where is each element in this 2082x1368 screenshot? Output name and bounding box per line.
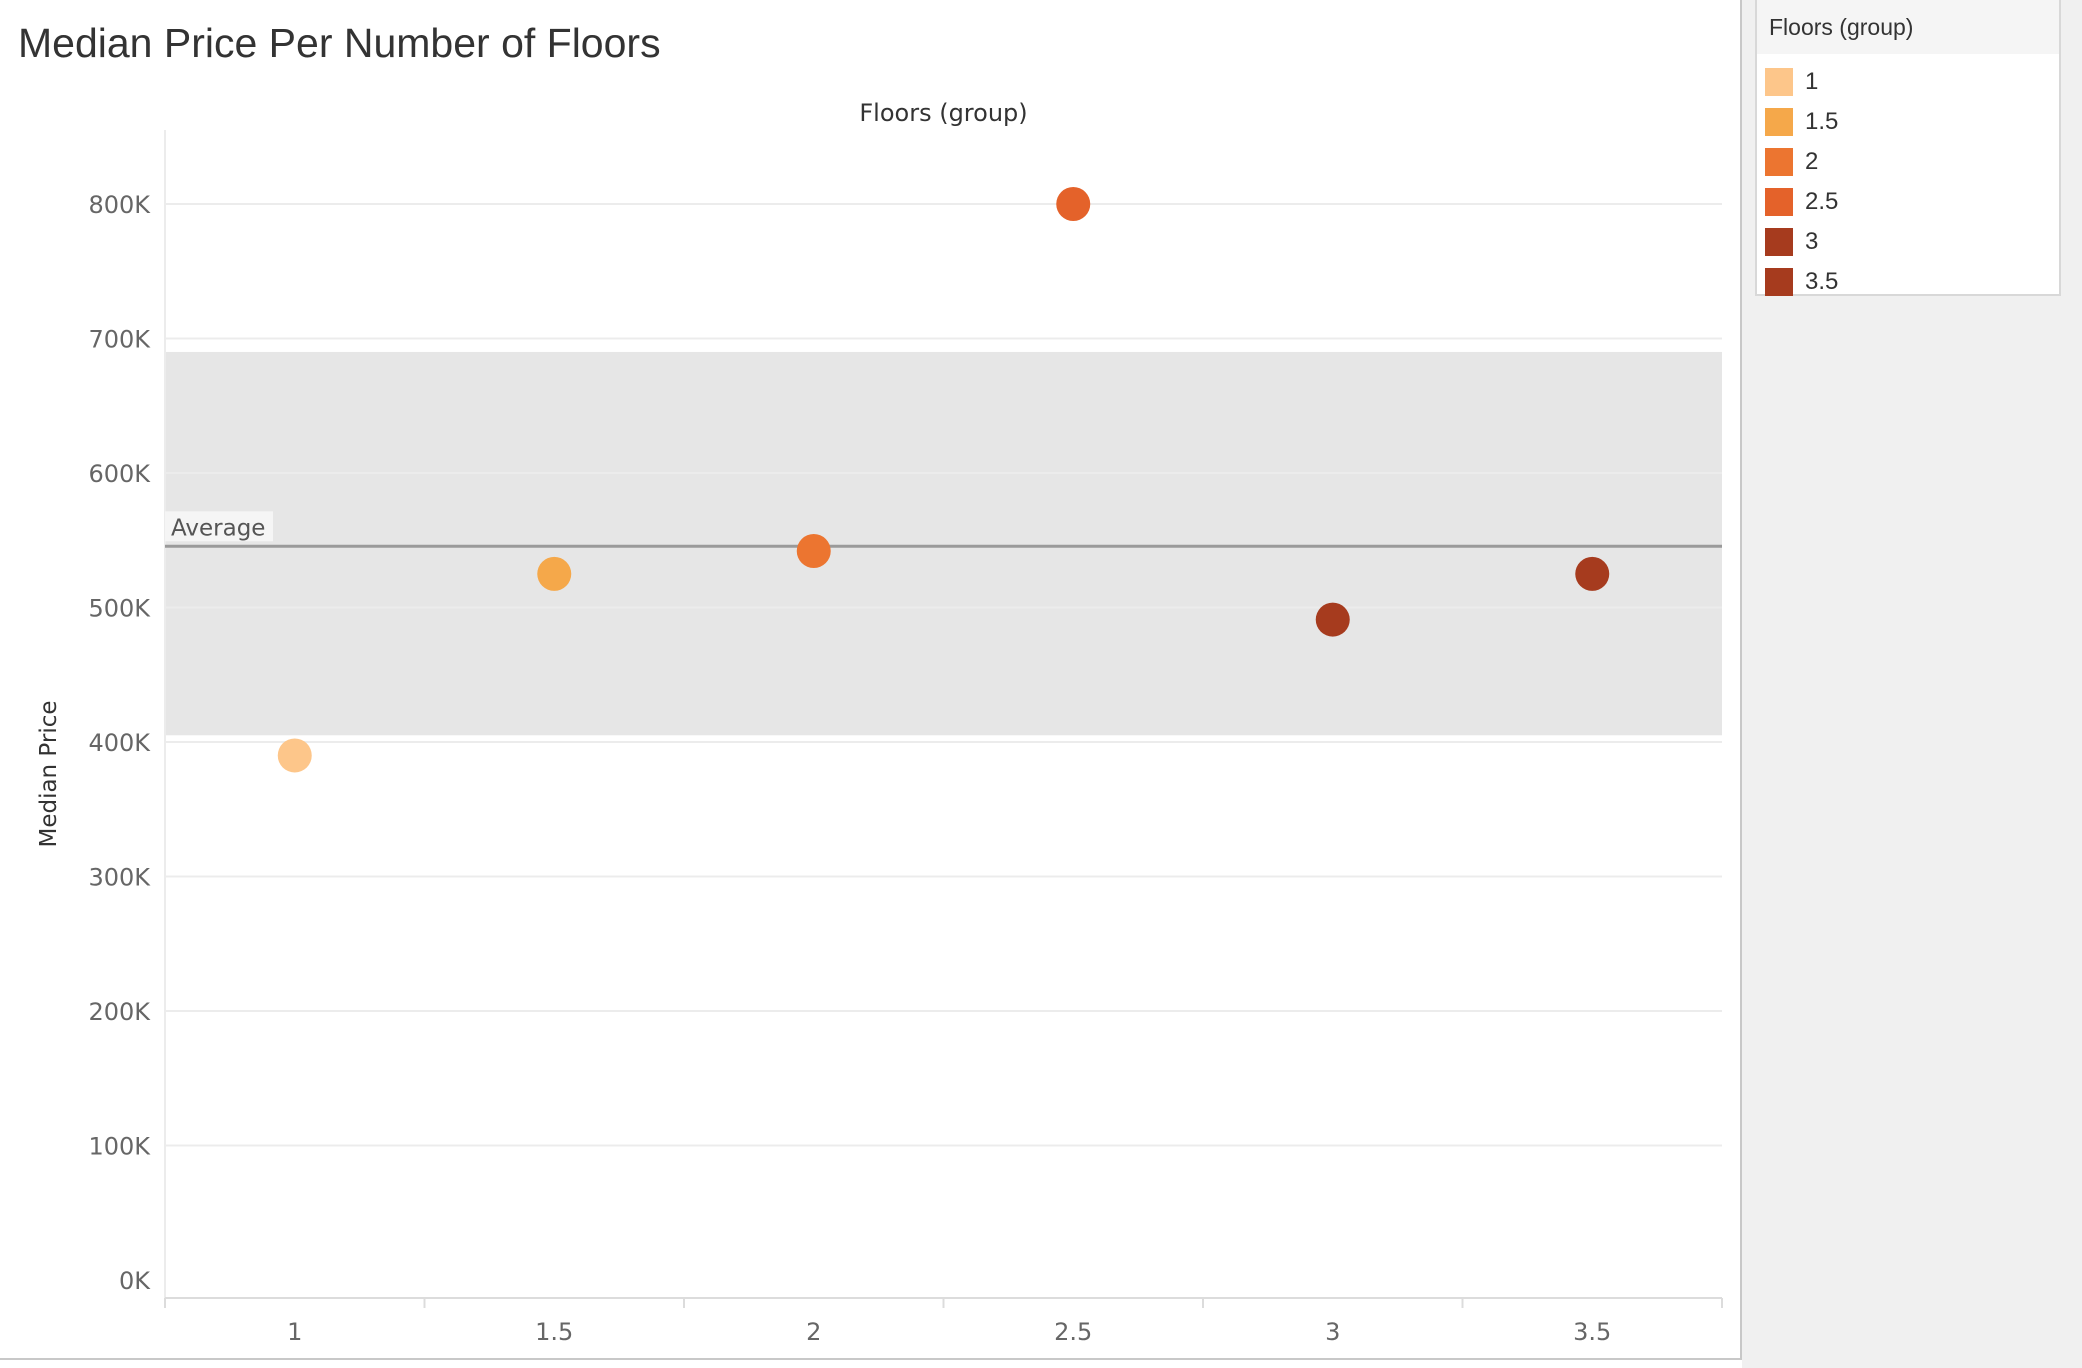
legend-item[interactable]: 3 (1757, 222, 2059, 262)
legend-item[interactable]: 3.5 (1757, 262, 2059, 302)
legend-item[interactable]: 1.5 (1757, 102, 2059, 142)
x-tick-label: 3.5 (1573, 1318, 1611, 1346)
page-title: Median Price Per Number of Floors (18, 20, 661, 66)
x-tick-label: 1 (287, 1318, 302, 1346)
legend-label: 2 (1805, 148, 1819, 175)
y-tick-label: 200K (88, 998, 151, 1026)
y-tick-label: 800K (88, 191, 151, 219)
y-tick-label: 500K (88, 595, 151, 623)
column-header: Floors (group) (859, 99, 1027, 127)
legend-items: 1 1.5 2 2.5 3 3.5 (1757, 54, 2059, 302)
average-label-bg (165, 511, 273, 542)
legend-label: 2.5 (1805, 188, 1839, 215)
legend-label: 3.5 (1805, 268, 1839, 295)
legend-swatch (1765, 268, 1793, 296)
data-point-1 (277, 738, 312, 773)
legend-label: 3 (1805, 228, 1819, 255)
legend-item[interactable]: 2 (1757, 142, 2059, 182)
reference-band (165, 351, 1722, 736)
chart: 0K 100K 200K 300K 400K 500K 600K 700K 800K 1 1.5 2 2… (36, 99, 1723, 1346)
data-point-2 (796, 534, 831, 569)
y-tick-label: 100K (88, 1133, 151, 1161)
y-axis-title: Median Price (36, 700, 62, 847)
y-tick-label: 400K (88, 729, 151, 757)
data-point-3 (1315, 602, 1350, 637)
data-point-2.5 (1056, 187, 1091, 221)
y-tick-label: 700K (88, 326, 151, 354)
data-point-1.5 (537, 556, 572, 591)
legend[interactable]: Floors (group) 1 1.5 2 2.5 3 3.5 (1755, 0, 2061, 296)
x-tick-label: 2 (806, 1318, 821, 1346)
legend-swatch (1765, 68, 1793, 96)
legend-swatch (1765, 188, 1793, 216)
x-tick-label: 3 (1325, 1318, 1340, 1346)
legend-item[interactable]: 1 (1757, 62, 2059, 102)
average-label: Average (171, 515, 265, 541)
legend-item[interactable]: 2.5 (1757, 182, 2059, 222)
x-tick-label: 2.5 (1054, 1318, 1092, 1346)
x-tick-label: 1.5 (535, 1318, 573, 1346)
y-tick-label: 0K (119, 1267, 151, 1295)
worksheet: Median Price Per Number of Floors 0K 100K… (0, 0, 1742, 1360)
legend-swatch (1765, 108, 1793, 136)
legend-title: Floors (group) (1757, 0, 2059, 54)
legend-swatch (1765, 148, 1793, 176)
legend-label: 1 (1805, 68, 1819, 95)
legend-label: 1.5 (1805, 108, 1839, 135)
y-tick-label: 300K (88, 864, 151, 892)
y-tick-label: 600K (88, 460, 151, 488)
data-point-3.5 (1575, 556, 1610, 591)
legend-swatch (1765, 228, 1793, 256)
